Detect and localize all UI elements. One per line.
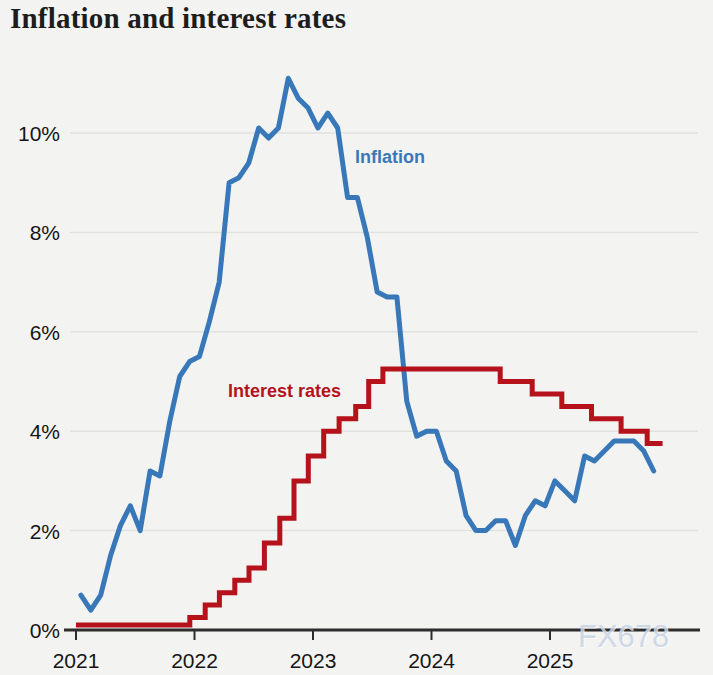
x-tick-label: 2025: [527, 649, 574, 672]
x-tick-label: 2022: [171, 649, 218, 672]
y-tick-label: 4%: [30, 420, 60, 443]
x-tick-label: 2023: [290, 649, 337, 672]
gridlines: [70, 133, 698, 531]
watermark: FX678: [578, 619, 669, 654]
y-tick-label: 6%: [30, 321, 60, 344]
inflation-interest-rates-chart: 0% 2% 4% 6% 8% 10% 2021 2022 2023 2024 2025 Infla…: [0, 0, 713, 675]
x-tick-label: 2024: [408, 649, 455, 672]
y-tick-label: 2%: [30, 520, 60, 543]
y-axis-labels: 0% 2% 4% 6% 8% 10%: [18, 122, 60, 642]
y-tick-label: 0%: [30, 619, 60, 642]
y-tick-label: 8%: [30, 221, 60, 244]
chart-card: Inflation and interest rates 0%2%4%6%8%1…: [0, 0, 713, 675]
interest-rates-series-label: Interest rates: [228, 381, 341, 401]
y-tick-label: 10%: [18, 122, 60, 145]
x-axis-labels: 2021 2022 2023 2024 2025: [53, 649, 574, 672]
x-tick-label: 2021: [53, 649, 100, 672]
inflation-series-label: Inflation: [355, 147, 425, 167]
